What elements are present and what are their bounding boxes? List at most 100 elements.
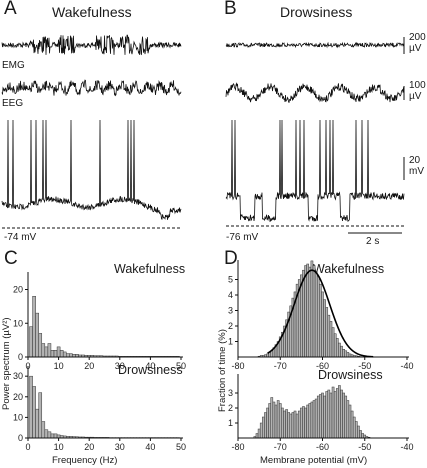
histogram-bar xyxy=(38,392,43,439)
panel-c-bottom-title: Drowsiness xyxy=(118,363,183,377)
x-tick-label: -80 xyxy=(231,361,244,371)
histogram-bar xyxy=(297,410,301,439)
histogram-bar xyxy=(335,338,339,358)
histogram-bar xyxy=(352,416,356,439)
x-tick-label: 30 xyxy=(115,361,125,371)
histogram-bar xyxy=(338,342,341,358)
y-tick-label: 10 xyxy=(13,412,23,422)
vm-trace-drowsy xyxy=(225,119,405,223)
histogram-bar xyxy=(329,392,333,439)
histogram-bar xyxy=(266,407,269,439)
histogram-bar xyxy=(44,429,49,439)
histogram-bar xyxy=(41,421,46,439)
histogram-bar xyxy=(262,416,265,439)
gaussian-fit-curve xyxy=(267,269,374,358)
histogram-bar xyxy=(319,283,322,358)
histogram-bar xyxy=(53,350,58,358)
d-xaxis-title: Membrane potential (mV) xyxy=(260,455,368,466)
x-tick-label: 10 xyxy=(54,361,64,371)
histogram-bar xyxy=(314,271,318,358)
histogram-bar xyxy=(287,412,291,439)
x-tick-label: 20 xyxy=(84,442,94,452)
histogram-bar xyxy=(304,265,307,358)
histogram-bar xyxy=(276,400,280,439)
histogram-bar xyxy=(321,291,324,358)
histogram-bar xyxy=(62,351,67,358)
y-tick-label: 1 xyxy=(228,418,233,428)
histogram-bar xyxy=(340,345,343,358)
x-tick-label: 0 xyxy=(25,442,30,452)
emg-label: EMG xyxy=(2,60,25,71)
x-tick-label: 40 xyxy=(145,442,155,452)
vm-scale-label: 20 mV xyxy=(409,155,424,177)
y-tick-label: 4 xyxy=(228,290,233,300)
x-tick-label: -50 xyxy=(358,361,371,371)
histogram-bar xyxy=(310,260,314,358)
histogram-bar xyxy=(304,407,307,439)
histogram-bar xyxy=(270,397,274,439)
y-tick-label: 0 xyxy=(18,433,23,443)
eeg-label: EEG xyxy=(2,98,24,109)
histogram-bar xyxy=(259,422,263,439)
histogram-bar xyxy=(291,412,295,439)
histogram-bar xyxy=(308,266,312,358)
histogram-bar xyxy=(35,312,39,358)
chart-D-drowsiness: 1 2 3 -80 -70 -60 -50 -40 xyxy=(228,374,414,452)
histogram-bar xyxy=(312,400,316,439)
histogram-bar xyxy=(316,395,320,439)
y-tick-label: 30 xyxy=(13,371,23,381)
x-tick-label: 30 xyxy=(115,442,125,452)
histogram-bar xyxy=(293,410,297,439)
x-tick-label: -70 xyxy=(274,361,287,371)
histogram-bar xyxy=(338,385,341,439)
y-tick-label: 10 xyxy=(13,318,23,328)
panel-d-bottom-title: Drowsiness xyxy=(318,368,383,382)
histogram-bar xyxy=(310,401,314,439)
emg-scale-label: 200 µV xyxy=(409,32,426,54)
histogram-bar xyxy=(323,299,326,358)
chart-C-drowsiness: 0 10 20 30 0 10 20 30 40 50 xyxy=(13,366,186,452)
histogram-bar xyxy=(344,395,348,439)
histogram-bar xyxy=(344,350,348,358)
histogram-bar xyxy=(331,386,335,439)
histogram-bar xyxy=(346,352,350,358)
x-tick-label: -50 xyxy=(358,442,371,452)
histogram-bar xyxy=(38,333,43,358)
x-tick-label: 20 xyxy=(84,361,94,371)
y-tick-label: 3 xyxy=(228,388,233,398)
histogram-bar xyxy=(255,433,259,439)
histogram-bar xyxy=(29,326,33,358)
y-tick-label: 1 xyxy=(228,337,233,347)
emg-trace-wake xyxy=(1,34,182,56)
histogram-bar xyxy=(289,413,293,439)
baseline-label-b: -76 mV xyxy=(226,232,259,243)
traces-svg xyxy=(1,34,405,234)
panel-b-title: Drowsiness xyxy=(280,4,353,20)
panel-d-top-title: Wakefulness xyxy=(313,262,385,276)
histogram-bar xyxy=(50,433,55,439)
histogram-bar xyxy=(312,265,316,358)
histogram-bar xyxy=(359,430,362,439)
eeg-trace-wake xyxy=(1,79,182,97)
histogram-bar xyxy=(56,346,61,358)
histogram-bar xyxy=(283,410,286,439)
histogram-bar xyxy=(354,421,358,439)
baseline-label-a: -74 mV xyxy=(4,232,37,243)
histogram-bar xyxy=(306,404,310,439)
x-tick-label: -40 xyxy=(400,442,413,452)
histogram-bar xyxy=(323,395,326,439)
histogram-bar xyxy=(47,431,52,439)
y-tick-label: 0 xyxy=(18,352,23,362)
histogram-bar xyxy=(47,343,52,358)
panel-c-top-title: Wakefulness xyxy=(114,262,186,276)
x-tick-label: 40 xyxy=(145,361,155,371)
histogram-bar xyxy=(50,350,55,358)
histogram-bar xyxy=(281,407,284,439)
histogram-bar xyxy=(53,433,58,439)
histogram-bar xyxy=(264,412,267,439)
x-tick-label: -40 xyxy=(400,361,413,371)
histogram-bar xyxy=(59,350,64,358)
y-tick-label: 2 xyxy=(228,321,233,331)
x-tick-label: 10 xyxy=(54,442,64,452)
